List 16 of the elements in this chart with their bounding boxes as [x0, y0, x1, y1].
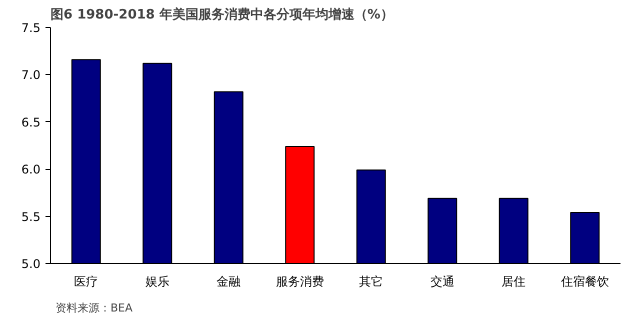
y-tick-label: 7.0 — [21, 68, 41, 82]
y-tick-label: 6.0 — [21, 162, 41, 177]
text: 资料来源：BEA — [56, 302, 133, 314]
x-tick-label: 娱乐 — [145, 274, 170, 288]
y-tick-label: 7.5 — [21, 21, 41, 35]
x-tick-label: 住宿餐饮 — [560, 274, 609, 288]
x-tick-label: 服务消费 — [276, 274, 324, 288]
x-tick-label: 居住 — [502, 274, 526, 288]
x-tick-label: 医疗 — [74, 274, 98, 288]
y-tick-label: 5.0 — [21, 257, 41, 271]
x-tick-label: 其它 — [359, 274, 384, 288]
y-tick-label: 5.5 — [21, 210, 41, 224]
x-tick-label: 交通 — [430, 274, 454, 288]
y-tick-label: 6.5 — [21, 115, 41, 130]
chart-title: 图6 1980-2018 年美国服务消费中各分项年均增速（%） — [50, 6, 394, 22]
x-tick-label: 金融 — [216, 274, 241, 288]
